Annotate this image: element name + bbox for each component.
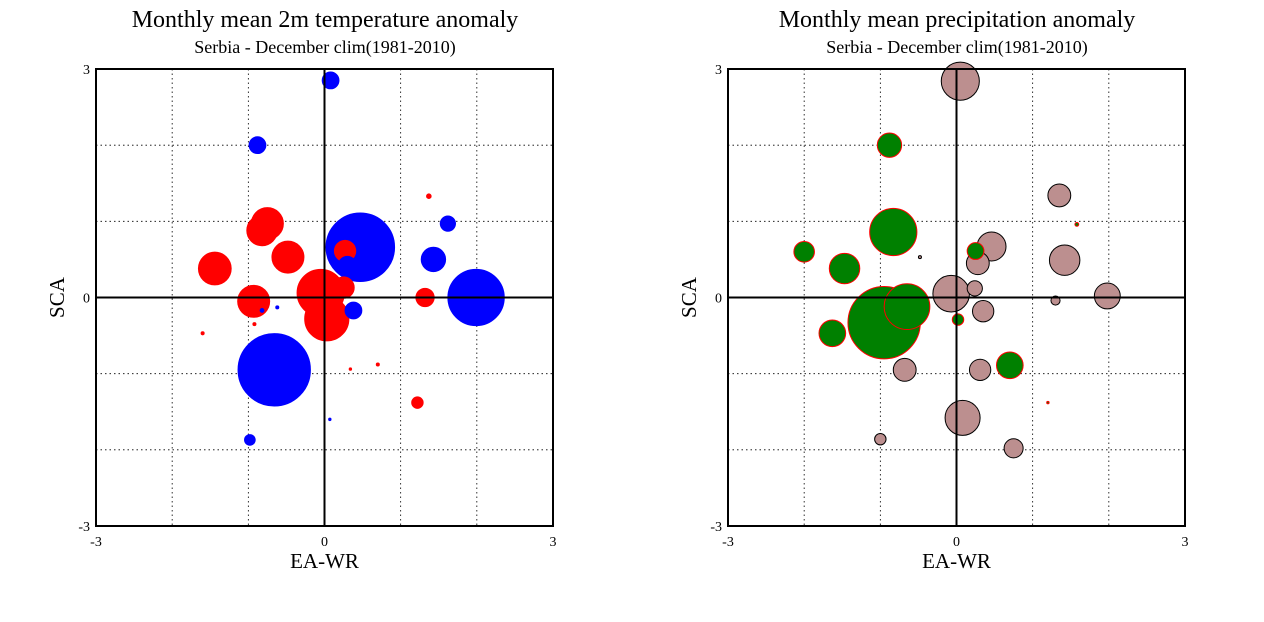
bubble-point [420, 246, 447, 273]
x-tick-label: 0 [953, 535, 960, 550]
bubble-point [818, 319, 847, 348]
bubble-point [892, 357, 917, 382]
bubble-layer [197, 71, 505, 446]
bubble-point [304, 296, 350, 342]
x-tick-label: 3 [550, 535, 557, 550]
bubble-point [932, 274, 970, 313]
bubble-point [332, 276, 355, 299]
x-tick-label: -3 [722, 535, 734, 550]
bubble-point [252, 322, 257, 327]
bubble-point [344, 301, 363, 320]
bubble-point [1047, 183, 1072, 208]
y-axis-label: SCA [677, 276, 701, 318]
x-tick-label: 3 [1182, 535, 1189, 550]
plot-frame [95, 68, 554, 527]
bubble-point [874, 432, 887, 446]
bubble-point [411, 396, 424, 409]
bubble-point [828, 252, 861, 285]
bubble-point [259, 308, 265, 313]
bubble-point [995, 351, 1024, 380]
bubble-point [940, 61, 980, 101]
bubble-point [966, 242, 985, 260]
bubble-point [321, 71, 340, 90]
y-tick-label: 0 [715, 292, 722, 307]
bubble-point [1074, 221, 1080, 227]
bubble-point [1003, 438, 1024, 459]
bubble-point [200, 331, 205, 336]
bubble-point [271, 240, 305, 274]
x-axis-label: EA-WR [922, 549, 991, 573]
bubble-point [876, 132, 903, 158]
bubble-point [944, 399, 981, 436]
chart-subtitle: Serbia - December clim(1981-2010) [826, 37, 1087, 58]
bubble-point [337, 255, 357, 276]
bubble-point [917, 255, 922, 260]
y-tick-label: -3 [78, 520, 90, 535]
bubble-point [883, 283, 931, 330]
bubble-point [1093, 282, 1121, 310]
precipitation-panel: Monthly mean precipitation anomaly Serbi… [677, 7, 1189, 573]
bubble-point [971, 300, 995, 323]
y-axis-label: SCA [45, 276, 69, 318]
bubble-point [375, 362, 380, 367]
bubble-point [197, 251, 232, 286]
x-tick-label: -3 [90, 535, 102, 550]
temperature-panel: Monthly mean 2m temperature anomaly Serb… [45, 7, 557, 573]
bubble-point [793, 241, 815, 263]
bubble-point [1046, 400, 1050, 405]
x-tick-label: 0 [321, 535, 328, 550]
plot-frame [727, 68, 1186, 527]
bubble-point [968, 358, 992, 382]
bubble-point [951, 313, 965, 326]
bubble-point [275, 305, 280, 310]
bubble-point [1048, 244, 1081, 276]
bubble-point [237, 333, 311, 407]
chart-title: Monthly mean precipitation anomaly [779, 7, 1136, 33]
bubble-layer [793, 61, 1121, 459]
bubble-point [439, 215, 457, 232]
bubble-point [248, 136, 267, 155]
bubble-point [348, 367, 353, 371]
bubble-point [246, 214, 278, 247]
x-axis-label: EA-WR [290, 549, 359, 573]
bubble-point [869, 207, 918, 257]
chart-subtitle: Serbia - December clim(1981-2010) [194, 37, 455, 58]
bubble-point [966, 280, 983, 297]
y-tick-label: -3 [710, 520, 722, 535]
bubble-point [244, 434, 256, 446]
bubble-point [426, 193, 432, 199]
y-tick-label: 0 [83, 292, 90, 307]
chart-title: Monthly mean 2m temperature anomaly [132, 7, 519, 33]
y-tick-label: 3 [83, 63, 90, 78]
bubble-point [328, 417, 332, 422]
bubble-point [237, 284, 271, 318]
y-tick-label: 3 [715, 63, 722, 78]
